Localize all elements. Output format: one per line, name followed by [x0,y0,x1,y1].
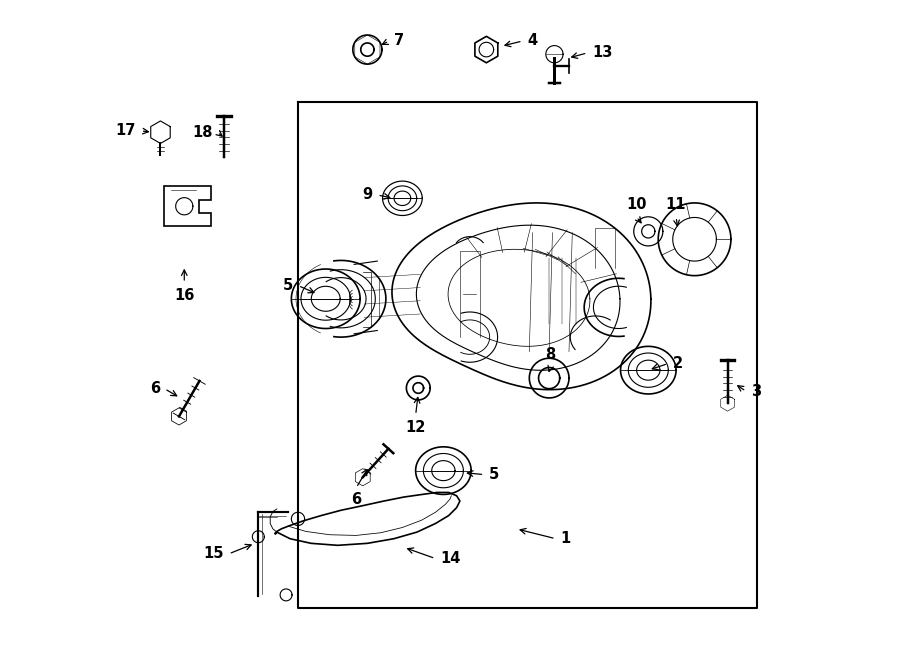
Text: 10: 10 [626,197,647,212]
Text: 14: 14 [440,551,461,566]
Text: 12: 12 [405,420,426,435]
Text: 11: 11 [666,197,687,212]
Text: 13: 13 [592,46,613,60]
Text: 7: 7 [394,34,404,48]
Text: 6: 6 [351,492,361,508]
Text: 17: 17 [115,124,136,138]
Text: 18: 18 [193,125,212,139]
Text: 3: 3 [751,384,760,399]
Text: 1: 1 [561,531,571,546]
Text: 9: 9 [363,188,373,202]
Text: 8: 8 [545,347,555,362]
Text: 5: 5 [284,278,293,293]
Text: 16: 16 [174,288,194,303]
Text: 15: 15 [203,547,224,561]
Text: 2: 2 [673,356,683,371]
Text: 4: 4 [527,34,537,48]
Text: 6: 6 [149,381,160,396]
Text: 5: 5 [489,467,500,482]
